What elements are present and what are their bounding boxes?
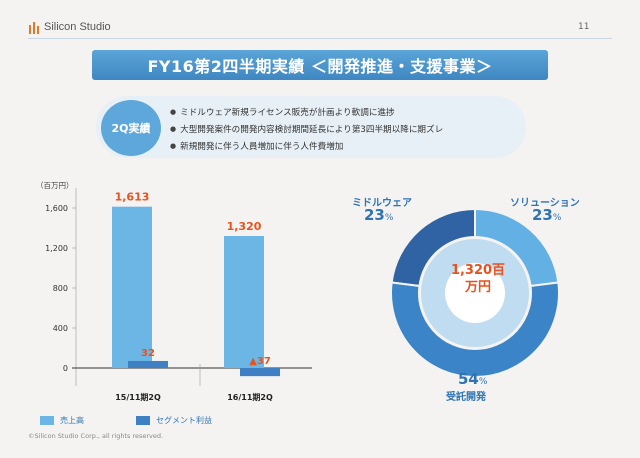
logo-icon bbox=[29, 22, 39, 34]
sales-value-label: 1,320 bbox=[227, 220, 262, 233]
legend-label-profit: セグメント利益 bbox=[156, 416, 212, 425]
profit-bar bbox=[128, 360, 168, 368]
summary-bullets: ミドルウェア新規ライセンス販売が計画より軟調に進捗 大型開発案件の開発内容検討期… bbox=[170, 104, 520, 155]
donut-slice bbox=[390, 281, 560, 378]
y-tick-label: 800 bbox=[53, 284, 68, 293]
profit-value-label: ▲37 bbox=[249, 356, 271, 367]
profit-bar bbox=[240, 368, 280, 377]
donut-center bbox=[445, 263, 505, 323]
header-divider bbox=[28, 38, 612, 39]
y-tick-label: 1,600 bbox=[45, 204, 68, 213]
slice-label-middleware: ミドルウェア bbox=[352, 198, 412, 209]
x-tick-label: 16/11期2Q bbox=[227, 392, 273, 402]
slide-title: FY16第2四半期実績 ＜開発推進・支援事業＞ bbox=[92, 50, 548, 80]
logo-text: Silicon Studio bbox=[44, 21, 111, 33]
slice-pct-middleware: 23% bbox=[364, 206, 394, 224]
slice-label-contract: 受託開発 bbox=[446, 392, 486, 403]
legend-label-sales: 売上高 bbox=[60, 416, 84, 425]
y-tick-label: 400 bbox=[53, 324, 68, 333]
y-tick-label: 1,200 bbox=[45, 244, 68, 253]
page-number: 11 bbox=[578, 22, 590, 32]
summary-bullet: 新規開発に伴う人員増加に伴う人件費増加 bbox=[170, 138, 520, 155]
donut-center-line: 1,320百 bbox=[450, 263, 506, 278]
slice-pct-contract: 54% bbox=[458, 370, 488, 388]
summary-badge-text: 2Q実績 bbox=[111, 122, 151, 135]
donut-center-label: 1,320百 万円 bbox=[432, 262, 524, 296]
legend-swatch-profit bbox=[136, 416, 150, 425]
legend-swatch-sales bbox=[40, 416, 54, 425]
profit-value-label: 32 bbox=[141, 348, 155, 359]
company-logo: Silicon Studio bbox=[28, 20, 111, 34]
summary-bullet: 大型開発案件の開発内容検討期間延長により第3四半期以降に期ズレ bbox=[170, 121, 520, 138]
bar-chart: （百万円） 0 400 800 1,200 1,600 1,613 32 15/11期2Q 1,3… bbox=[36, 181, 312, 402]
slice-label-solution: ソリューション bbox=[510, 198, 580, 209]
slide-title-text: FY16第2四半期実績 ＜開発推進・支援事業＞ bbox=[147, 57, 493, 76]
sales-bar bbox=[112, 206, 152, 368]
summary-badge: 2Q実績 bbox=[101, 100, 161, 156]
copyright: ©Silicon Studio Corp., all rights reserv… bbox=[28, 432, 164, 440]
y-axis-label: （百万円） bbox=[36, 181, 74, 190]
sales-value-label: 1,613 bbox=[115, 191, 150, 204]
summary-bullet: ミドルウェア新規ライセンス販売が計画より軟調に進捗 bbox=[170, 104, 520, 121]
slice-pct-solution: 23% bbox=[532, 206, 562, 224]
sales-bar bbox=[224, 236, 264, 368]
y-tick-label: 0 bbox=[63, 364, 68, 373]
donut-center-line: 万円 bbox=[464, 280, 491, 295]
bar-chart-legend: 売上高 セグメント利益 bbox=[40, 415, 212, 426]
donut-chart bbox=[390, 207, 560, 378]
x-tick-label: 15/11期2Q bbox=[115, 392, 161, 402]
